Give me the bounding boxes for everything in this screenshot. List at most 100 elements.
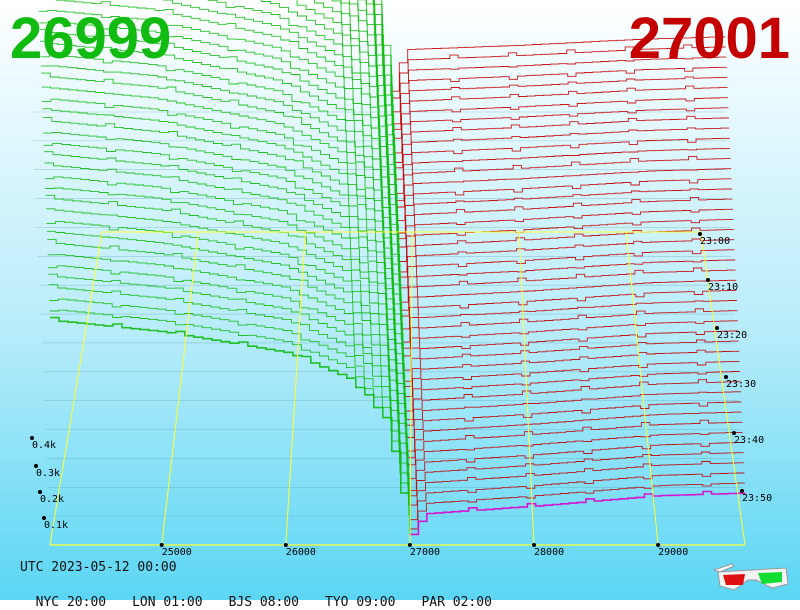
bid-depth-line: [261, 0, 397, 223]
ask-depth-line: [402, 308, 738, 357]
timezone-bjs: BJS 08:00: [228, 595, 300, 610]
price-tick-marker: [532, 543, 537, 547]
price-tick-label: 29000: [658, 547, 688, 558]
ask-depth-line: [404, 360, 740, 412]
ask-depth-line: [400, 267, 736, 317]
price-tick-marker: [656, 543, 661, 547]
timezone-lon: LON 01:00: [132, 595, 203, 610]
ask-depth-line: [394, 115, 730, 169]
bid-depth-line: [49, 309, 410, 525]
ask-depth-line: [407, 431, 743, 480]
volume-tick-marker: [38, 490, 42, 494]
ask-depth-line: [392, 76, 728, 130]
bid-depth-line: [47, 239, 408, 467]
ask-depth-line: [393, 97, 729, 154]
ask-depth-line: [403, 339, 739, 387]
ask-depth-line: [408, 461, 745, 506]
timezone-par: PAR 02:00: [421, 595, 492, 610]
utc-time: UTC 2023-05-12 00:00: [20, 560, 177, 575]
price-gridline: [625, 231, 659, 546]
ask-depth-line: [407, 419, 743, 466]
time-tick-marker: [740, 489, 744, 493]
timezones: NYC 20:00 LON 01:00 BJS 08:00 TYO 09:00 PAR …: [20, 580, 518, 610]
bid-depth-line: [46, 220, 407, 447]
bid-depth-line: [42, 98, 402, 340]
bid-depth-line: [46, 230, 407, 457]
time-tick-label: 23:30: [726, 379, 756, 390]
bid-depth-line: [41, 72, 401, 321]
chart-frame: [49, 231, 746, 546]
bid-depth-line: [46, 208, 407, 438]
bid-depth-line: [48, 284, 409, 506]
ask-depth-line: [395, 137, 730, 194]
frame-left-edge: [49, 231, 103, 546]
ask-depth-line: [406, 411, 742, 459]
bid-price: 26999: [10, 6, 172, 71]
bid-depth-line: [207, 0, 398, 233]
bid-depth-line: [44, 162, 405, 399]
price-gridline: [285, 231, 306, 546]
bid-depth-line: [163, 0, 398, 243]
bid-depth-line: [48, 265, 409, 486]
3d-glasses-icon[interactable]: [712, 560, 792, 592]
ask-depth-line: [398, 208, 734, 262]
volume-tick-label: 0.3k: [36, 468, 60, 479]
ask-depth-line: [405, 391, 742, 438]
ask-depth-line: [406, 401, 742, 452]
ask-depth-line: [403, 330, 739, 382]
time-tick-marker: [715, 326, 719, 330]
ask-depth-line: [397, 188, 733, 240]
ask-depth-line: [396, 178, 732, 234]
ask-depth-line: [391, 36, 726, 92]
bid-depth-line: [49, 298, 410, 516]
bid-depth-line: [50, 316, 411, 535]
bid-depth-line: [45, 187, 406, 418]
time-tick-label: 23:00: [700, 236, 730, 247]
ask-depth-line: [395, 147, 731, 202]
volume-tick-marker: [34, 464, 38, 468]
ask-depth-line: [402, 320, 738, 371]
bid-depth-line: [40, 40, 400, 292]
ask-depth-line: [410, 490, 746, 536]
ask-depth-line: [394, 127, 730, 180]
ask-depth-line: [402, 300, 738, 349]
price-tick-label: 28000: [534, 547, 564, 558]
ask-depth-line: [409, 482, 746, 530]
time-tick-marker: [724, 375, 728, 379]
bid-depth-line: [365, 0, 394, 146]
time-tick-label: 23:40: [734, 435, 764, 446]
ask-depth-line: [405, 379, 741, 426]
ask-depth-line: [405, 371, 741, 421]
price-gridline: [518, 231, 535, 546]
depth-series: [38, 0, 746, 536]
bid-depth-line: [373, 0, 393, 126]
ask-depth-line: [394, 107, 729, 163]
ask-depth-line: [400, 259, 736, 311]
price-gridline: [161, 231, 199, 546]
bid-depth-line: [38, 9, 399, 262]
price-tick-label: 25000: [162, 547, 192, 558]
price-tick-marker: [159, 543, 164, 547]
bid-depth-line: [55, 0, 398, 253]
volume-tick-label: 0.1k: [44, 520, 68, 531]
bid-depth-line: [41, 86, 402, 331]
bid-depth-line: [314, 0, 396, 204]
bid-depth-line: [381, 0, 392, 97]
price-tick-marker: [407, 543, 412, 547]
ask-depth-line: [393, 85, 728, 139]
ask-depth-line: [398, 218, 734, 273]
price-tick-marker: [283, 543, 288, 547]
volume-tick-label: 0.4k: [32, 440, 56, 451]
bid-depth-line: [296, 0, 397, 214]
ask-depth-line: [409, 472, 745, 521]
ask-depth-line: [392, 66, 727, 125]
ask-depth-line: [396, 155, 731, 208]
ask-depth-line: [404, 349, 740, 397]
bid-depth-line: [39, 28, 400, 282]
time-tick-marker: [706, 278, 710, 282]
bid-depth-line: [39, 21, 399, 272]
bid-depth-line: [372, 0, 392, 107]
bid-depth-line: [47, 254, 408, 477]
time-tick-marker: [698, 232, 702, 236]
time-tick-label: 23:50: [742, 493, 772, 504]
